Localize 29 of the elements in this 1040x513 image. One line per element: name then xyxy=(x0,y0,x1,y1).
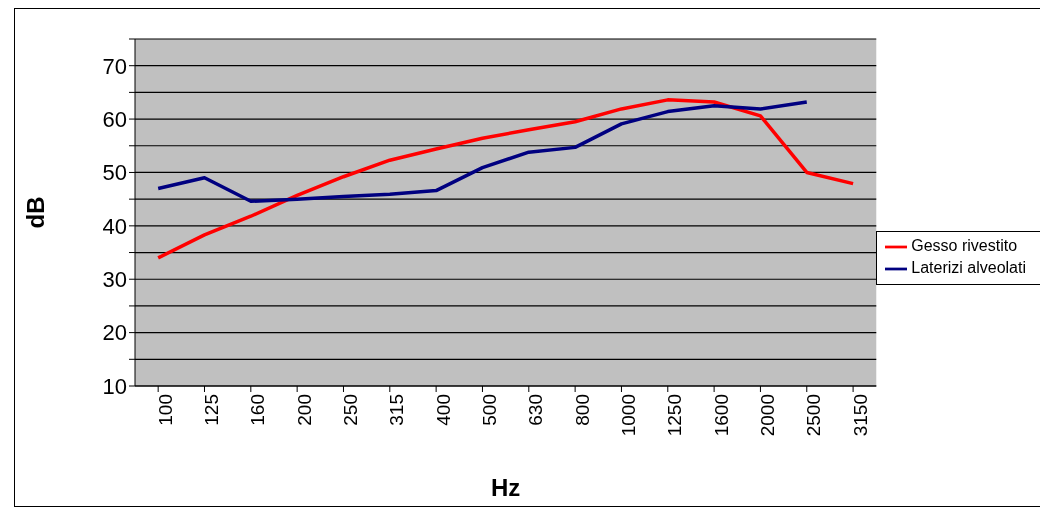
x-tick-label: 1000 xyxy=(617,394,639,437)
legend-label: Gesso rivestito xyxy=(911,236,1018,254)
x-tick-label: 500 xyxy=(478,394,500,426)
x-tick-label: 2000 xyxy=(756,394,778,437)
x-tick-label: 315 xyxy=(386,394,408,426)
line-series xyxy=(156,100,809,204)
x-tick-label: 1600 xyxy=(710,394,732,437)
y-tick-label: 30 xyxy=(102,267,127,293)
y-tick-label: 50 xyxy=(102,160,127,186)
x-tick-label: 1250 xyxy=(664,394,686,437)
y-tick-label: 70 xyxy=(102,53,127,79)
x-tick-label: 630 xyxy=(525,394,547,426)
line-series xyxy=(156,98,855,260)
x-tick-label: 125 xyxy=(200,394,222,426)
y-tick-label: 10 xyxy=(102,373,127,399)
legend-label: Laterizi alveolati xyxy=(911,258,1026,276)
x-tick-label: 100 xyxy=(154,394,176,426)
x-tick-label: 200 xyxy=(293,394,315,426)
x-tick-label: 800 xyxy=(571,394,593,426)
x-axis-title: Hz xyxy=(490,474,521,501)
y-tick-label: 40 xyxy=(102,213,127,239)
x-tick-label: 3150 xyxy=(849,394,871,437)
y-axis-title: dB xyxy=(21,196,49,229)
y-tick-label: 20 xyxy=(102,320,127,346)
x-tick-label: 400 xyxy=(432,394,454,426)
y-tick-label: 60 xyxy=(102,106,127,132)
x-tick-label: 2500 xyxy=(803,394,825,437)
x-tick-label: 160 xyxy=(247,394,269,426)
x-tick-label: 250 xyxy=(339,394,361,426)
